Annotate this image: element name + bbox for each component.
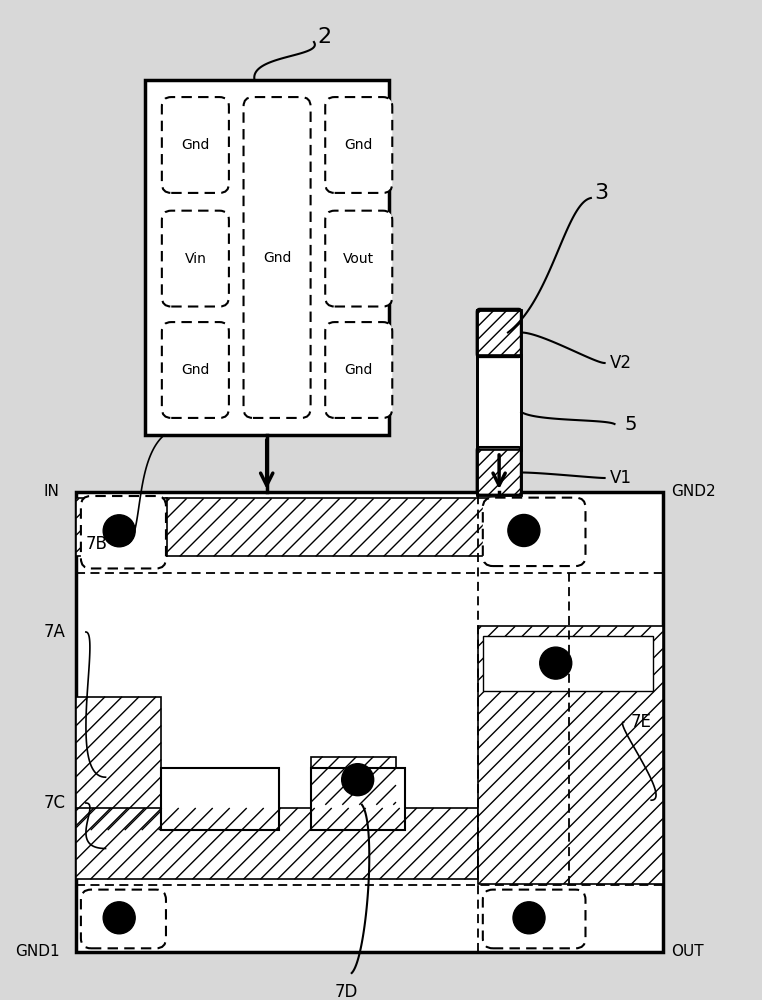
Text: Gnd: Gnd (344, 363, 373, 377)
Text: OUT: OUT (671, 944, 703, 960)
FancyBboxPatch shape (483, 498, 585, 566)
FancyBboxPatch shape (325, 97, 392, 193)
Circle shape (103, 515, 135, 547)
Bar (76, 808, 478, 879)
Bar (166, 498, 496, 556)
FancyBboxPatch shape (325, 322, 392, 418)
FancyBboxPatch shape (483, 890, 585, 948)
Bar (162, 768, 279, 830)
Text: 7A: 7A (44, 623, 66, 641)
Text: 7B: 7B (86, 535, 107, 553)
Bar (477, 450, 521, 495)
Circle shape (103, 902, 135, 934)
FancyBboxPatch shape (244, 97, 311, 418)
FancyBboxPatch shape (162, 97, 229, 193)
Text: 7C: 7C (44, 794, 66, 812)
FancyBboxPatch shape (325, 211, 392, 307)
Text: GND2: GND2 (671, 485, 716, 499)
Text: Vin: Vin (184, 252, 207, 266)
Text: 7E: 7E (631, 713, 652, 731)
Text: 7D: 7D (335, 983, 358, 1000)
Circle shape (539, 647, 572, 679)
FancyBboxPatch shape (81, 890, 166, 948)
Bar (311, 756, 396, 805)
FancyBboxPatch shape (81, 496, 166, 568)
Text: IN: IN (43, 485, 59, 499)
Bar (477, 355, 521, 450)
FancyBboxPatch shape (162, 211, 229, 307)
Text: V2: V2 (610, 354, 632, 372)
Text: Vout: Vout (343, 252, 374, 266)
Text: 2: 2 (317, 27, 331, 47)
Circle shape (341, 764, 373, 796)
Text: Gnd: Gnd (263, 251, 291, 265)
Bar (76, 492, 663, 952)
Text: 3: 3 (594, 183, 608, 203)
Circle shape (513, 902, 545, 934)
Bar (145, 80, 389, 435)
FancyBboxPatch shape (162, 322, 229, 418)
Bar (76, 498, 167, 556)
Bar (76, 697, 162, 830)
Text: Gnd: Gnd (181, 363, 210, 377)
Text: V1: V1 (610, 469, 632, 487)
Bar (477, 310, 521, 495)
Text: Gnd: Gnd (344, 138, 373, 152)
Text: Gnd: Gnd (181, 138, 210, 152)
Bar (311, 768, 405, 830)
Bar (478, 626, 663, 884)
Bar (477, 310, 521, 355)
Circle shape (508, 514, 540, 546)
Text: GND1: GND1 (14, 944, 59, 960)
Text: 5: 5 (625, 414, 637, 434)
Bar (483, 636, 653, 691)
